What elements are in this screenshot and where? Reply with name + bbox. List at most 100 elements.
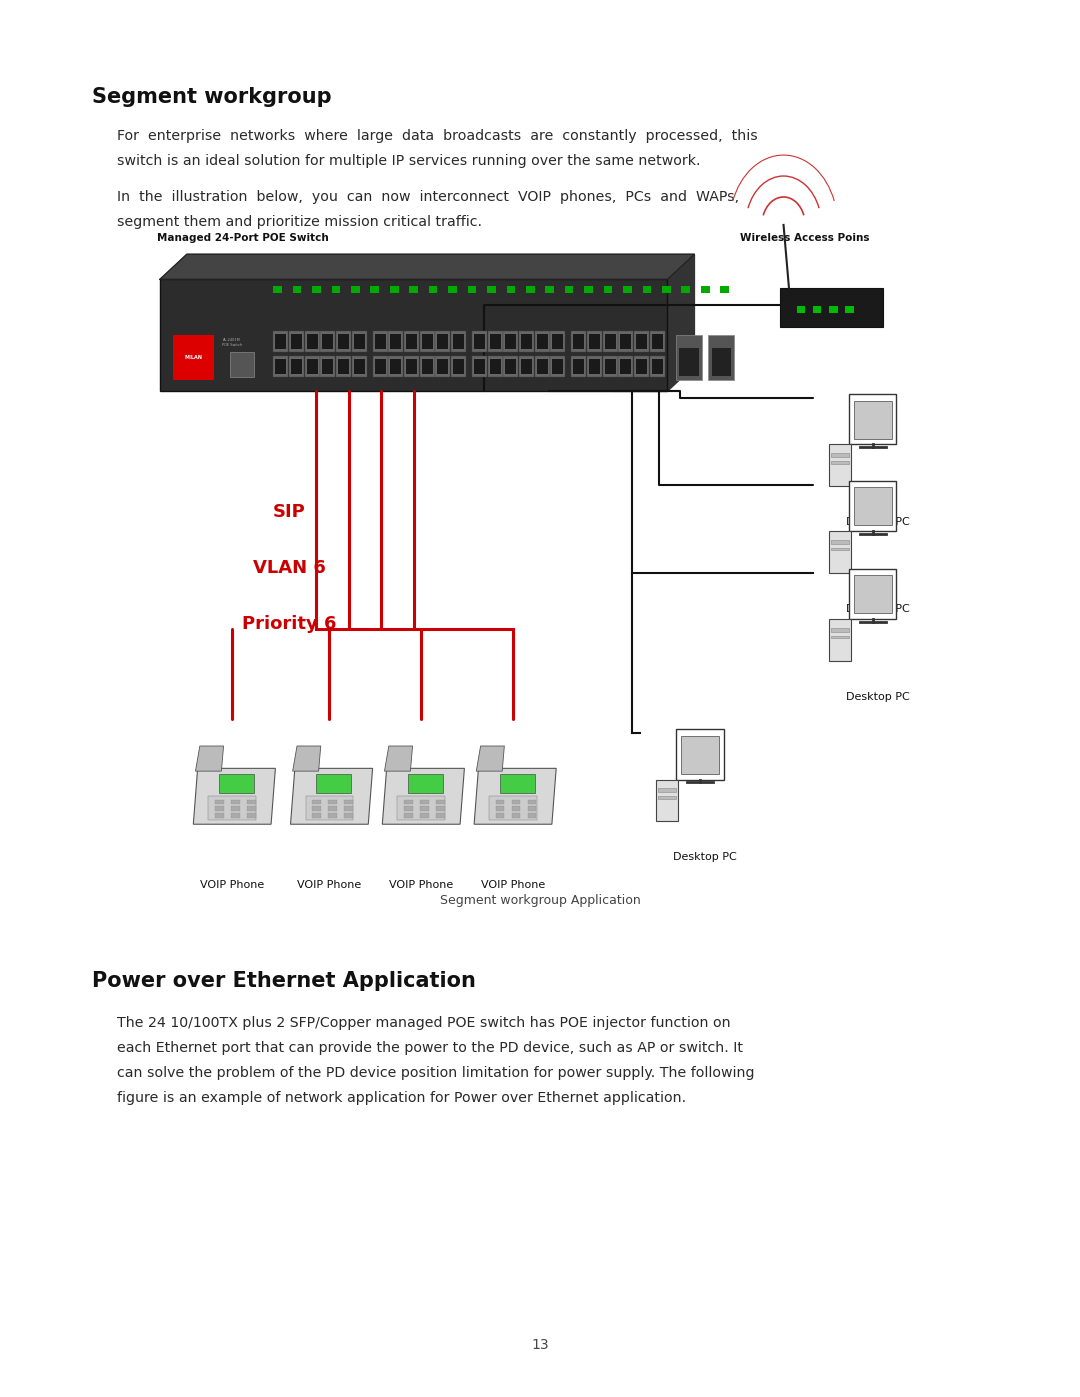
Bar <box>160 279 667 391</box>
Bar <box>370 286 379 293</box>
Bar <box>409 286 418 293</box>
Bar <box>307 334 318 349</box>
Bar <box>712 348 731 376</box>
Text: Priority 6: Priority 6 <box>242 615 337 633</box>
Bar <box>397 796 445 820</box>
Bar <box>454 334 464 349</box>
Text: Wireless Access Poins: Wireless Access Poins <box>740 233 869 243</box>
Bar <box>588 331 603 352</box>
Bar <box>391 359 402 374</box>
Bar <box>604 286 612 293</box>
Bar <box>231 813 240 817</box>
Bar <box>503 331 518 352</box>
Bar <box>468 286 476 293</box>
Bar <box>289 356 305 377</box>
Bar <box>488 356 503 377</box>
Bar <box>472 331 487 352</box>
Bar <box>352 356 367 377</box>
Text: MILAN: MILAN <box>185 355 202 360</box>
Bar <box>322 359 333 374</box>
Bar <box>522 334 531 349</box>
Bar <box>512 799 521 805</box>
Bar <box>831 636 849 638</box>
Bar <box>231 799 240 805</box>
Bar <box>404 799 413 805</box>
Bar <box>389 356 404 377</box>
Text: 13: 13 <box>531 1338 549 1352</box>
Bar <box>618 331 633 352</box>
Bar <box>215 806 224 810</box>
Text: figure is an example of network application for Power over Ethernet application.: figure is an example of network applicat… <box>117 1091 686 1105</box>
Bar <box>307 359 318 374</box>
Bar <box>652 334 663 349</box>
Bar <box>293 286 301 293</box>
Bar <box>846 306 854 313</box>
Bar <box>275 359 286 374</box>
Bar <box>650 331 665 352</box>
Text: VOIP Phone: VOIP Phone <box>200 880 265 890</box>
Bar <box>435 331 450 352</box>
Bar <box>420 799 429 805</box>
Bar <box>454 359 464 374</box>
Bar <box>404 806 413 810</box>
Bar <box>306 796 353 820</box>
Bar <box>436 806 445 810</box>
Bar <box>429 286 437 293</box>
Bar <box>565 286 573 293</box>
Bar <box>420 356 435 377</box>
Bar <box>351 286 360 293</box>
Bar <box>676 729 724 780</box>
Bar <box>247 799 256 805</box>
Text: VOIP Phone: VOIP Phone <box>389 880 454 890</box>
Bar <box>680 736 719 774</box>
Bar <box>474 334 485 349</box>
Text: Power over Ethernet Application: Power over Ethernet Application <box>92 971 475 990</box>
Bar <box>537 359 548 374</box>
Bar <box>636 359 647 374</box>
Bar <box>406 359 417 374</box>
Text: Desktop PC: Desktop PC <box>846 692 910 701</box>
Bar <box>408 774 443 793</box>
Text: For  enterprise  networks  where  large  data  broadcasts  are  constantly  proc: For enterprise networks where large data… <box>117 129 757 142</box>
Bar <box>312 799 321 805</box>
Bar <box>679 348 699 376</box>
Bar <box>275 334 286 349</box>
Bar <box>247 806 256 810</box>
Polygon shape <box>474 768 556 824</box>
Bar <box>708 335 734 380</box>
Bar <box>490 359 501 374</box>
Bar <box>620 359 631 374</box>
Bar <box>797 306 806 313</box>
Bar <box>352 331 367 352</box>
Bar <box>553 359 564 374</box>
Bar <box>451 331 467 352</box>
Bar <box>490 334 501 349</box>
Bar <box>292 359 302 374</box>
Bar <box>345 806 353 810</box>
Bar <box>853 488 892 525</box>
Bar <box>528 806 537 810</box>
Bar <box>681 286 690 293</box>
Bar <box>831 453 849 457</box>
Bar <box>828 619 851 661</box>
Bar <box>496 813 504 817</box>
Text: Segment workgroup: Segment workgroup <box>92 87 332 106</box>
Bar <box>436 813 445 817</box>
Bar <box>373 331 388 352</box>
Bar <box>528 813 537 817</box>
Text: The 24 10/100TX plus 2 SFP/Copper managed POE switch has POE injector function o: The 24 10/100TX plus 2 SFP/Copper manage… <box>117 1016 730 1030</box>
Bar <box>420 806 429 810</box>
Bar <box>658 796 676 799</box>
Bar <box>828 444 851 486</box>
Bar <box>545 286 554 293</box>
Bar <box>375 359 386 374</box>
Polygon shape <box>291 768 373 824</box>
Text: can solve the problem of the PD device position limitation for power supply. The: can solve the problem of the PD device p… <box>117 1066 754 1080</box>
Polygon shape <box>160 254 694 279</box>
Bar <box>273 286 282 293</box>
Bar <box>336 356 351 377</box>
Bar <box>215 813 224 817</box>
Bar <box>853 401 892 439</box>
Text: SIP: SIP <box>273 503 306 521</box>
Bar <box>404 331 419 352</box>
